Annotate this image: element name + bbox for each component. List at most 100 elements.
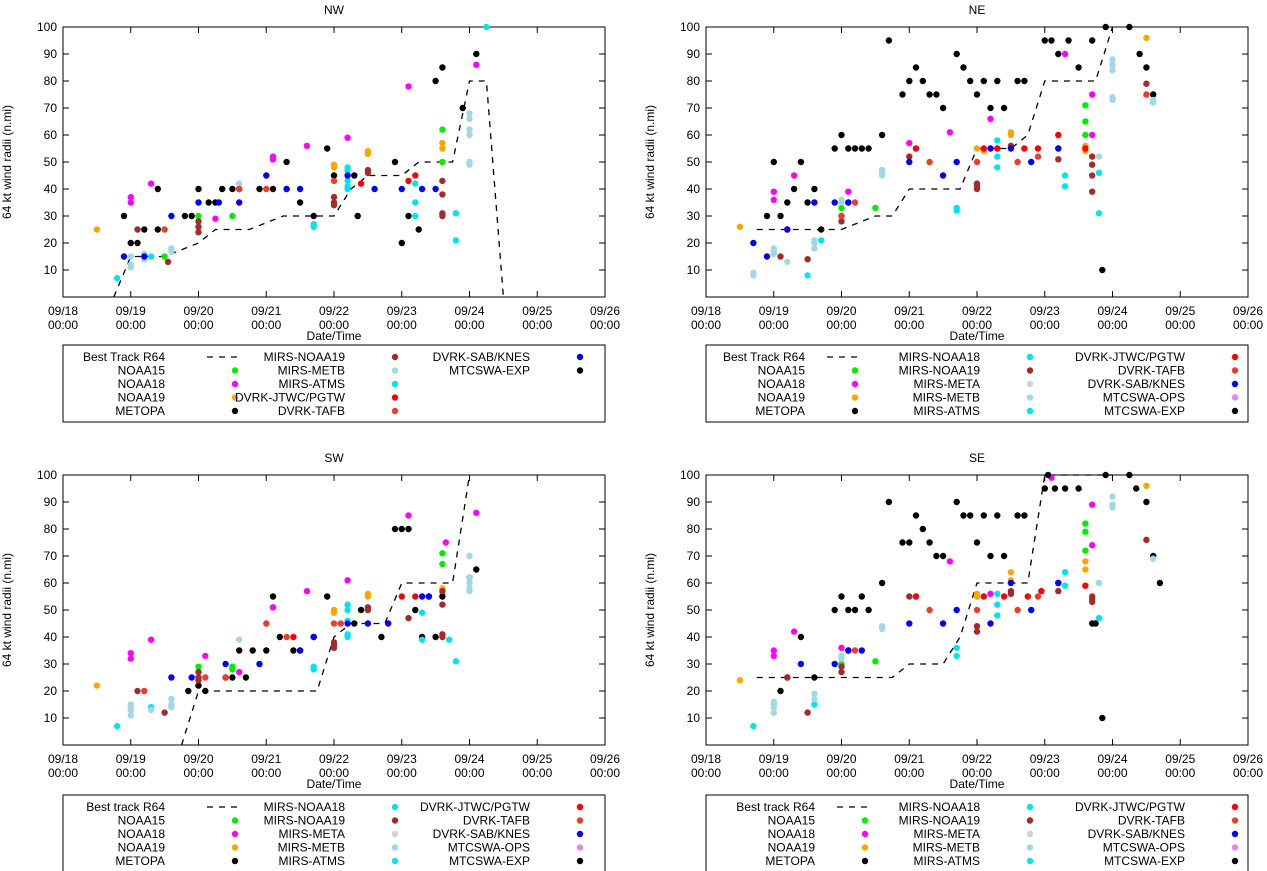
data-point: [1061, 569, 1069, 576]
data-point: [1061, 582, 1069, 589]
legend-label: MIRS-META: [914, 377, 980, 391]
data-point: [831, 606, 838, 614]
series-mirs-metb: [127, 110, 473, 271]
data-point: [324, 145, 331, 152]
data-point: [168, 704, 175, 711]
data-point: [838, 644, 845, 651]
data-point: [831, 145, 838, 152]
data-point: [134, 239, 141, 247]
legend-marker: [1026, 394, 1034, 401]
data-point: [439, 560, 446, 568]
data-point: [452, 658, 460, 665]
y-tick-label: 70: [44, 549, 58, 563]
series-noaa15: [838, 102, 1089, 212]
series-noaa18: [127, 61, 480, 222]
data-point: [790, 172, 798, 179]
y-tick-label: 70: [44, 101, 58, 115]
series-dvrk-sab-knes: [797, 579, 1062, 668]
data-point: [1028, 158, 1035, 166]
y-tick-label: 70: [687, 549, 701, 563]
y-tick-label: 100: [680, 20, 700, 34]
legend-marker: [391, 380, 399, 388]
data-point: [1038, 587, 1045, 595]
data-point: [831, 660, 838, 668]
series-mirs-noaa19: [134, 587, 446, 716]
y-tick-label: 80: [687, 522, 701, 536]
legend-frame: [705, 794, 1249, 871]
data-point: [939, 620, 947, 627]
legend-label: NOAA18: [118, 377, 166, 391]
data-point: [899, 91, 906, 98]
x-tick-label-time: 00:00: [251, 318, 281, 332]
data-point: [415, 226, 422, 233]
data-point: [1133, 485, 1140, 492]
data-point: [310, 633, 317, 641]
data-point: [195, 677, 202, 684]
y-tick-label: 100: [680, 468, 700, 482]
legend-label: MTCSWA-EXP: [1104, 854, 1185, 868]
data-point: [872, 658, 879, 665]
data-point: [168, 674, 175, 681]
data-point: [838, 212, 845, 220]
data-point: [222, 660, 229, 668]
data-point: [466, 115, 473, 123]
x-tick-label-date: 09/26: [590, 304, 620, 318]
legend-marker: [861, 857, 869, 865]
legend-marker: [1231, 817, 1239, 824]
y-tick-label: 30: [44, 209, 58, 223]
legend-label: NOAA18: [758, 377, 806, 391]
y-tick-label: 50: [44, 155, 58, 169]
data-point: [1089, 161, 1096, 168]
data-point: [473, 566, 480, 573]
data-point: [1143, 34, 1150, 41]
legend-label: NOAA15: [118, 364, 166, 378]
data-point: [1150, 91, 1157, 98]
data-point: [987, 115, 994, 123]
data-point: [919, 77, 926, 85]
data-point: [1092, 620, 1099, 627]
data-point: [878, 579, 886, 587]
data-point: [1007, 569, 1015, 576]
chart-panel-sw: SW 64 kt wind radii (n.mi) Date/Time 10 20 30…: [0, 451, 620, 871]
data-point: [845, 145, 852, 152]
data-point: [838, 131, 845, 139]
y-tick-label: 10: [687, 711, 701, 725]
series-dvrk-sab-knes: [168, 593, 433, 681]
data-point: [845, 606, 852, 614]
data-point: [269, 604, 277, 611]
data-point: [303, 142, 311, 149]
data-point: [1055, 587, 1062, 595]
legend-label: NOAA15: [758, 364, 806, 378]
legend-label: MTCSWA-EXP: [449, 364, 530, 378]
data-point: [906, 153, 913, 160]
legend-marker: [851, 367, 859, 374]
data-point: [141, 253, 148, 260]
legend-marker: [391, 857, 399, 865]
legend-label: MIRS-METB: [913, 841, 980, 855]
data-point: [838, 668, 845, 676]
data-point: [736, 223, 744, 230]
data-point: [1055, 156, 1062, 163]
data-point: [804, 709, 811, 716]
data-point: [953, 50, 960, 58]
data-point: [141, 687, 148, 695]
data-point: [164, 258, 172, 266]
legend-label: MIRS-NOAA19: [899, 814, 981, 828]
legend-marker: [391, 367, 399, 374]
data-point: [845, 647, 852, 654]
data-point: [1109, 56, 1116, 63]
data-point: [1082, 528, 1089, 535]
data-point: [763, 253, 771, 260]
data-point: [483, 23, 490, 31]
data-point: [432, 185, 439, 193]
data-point: [1014, 158, 1021, 166]
series-mirs-metb: [750, 56, 1157, 279]
data-point: [973, 539, 981, 546]
data-point: [1055, 50, 1062, 58]
data-point: [127, 199, 134, 206]
legend-marker: [576, 830, 584, 838]
legend-marker: [1231, 367, 1239, 374]
legend-marker: [861, 817, 869, 824]
